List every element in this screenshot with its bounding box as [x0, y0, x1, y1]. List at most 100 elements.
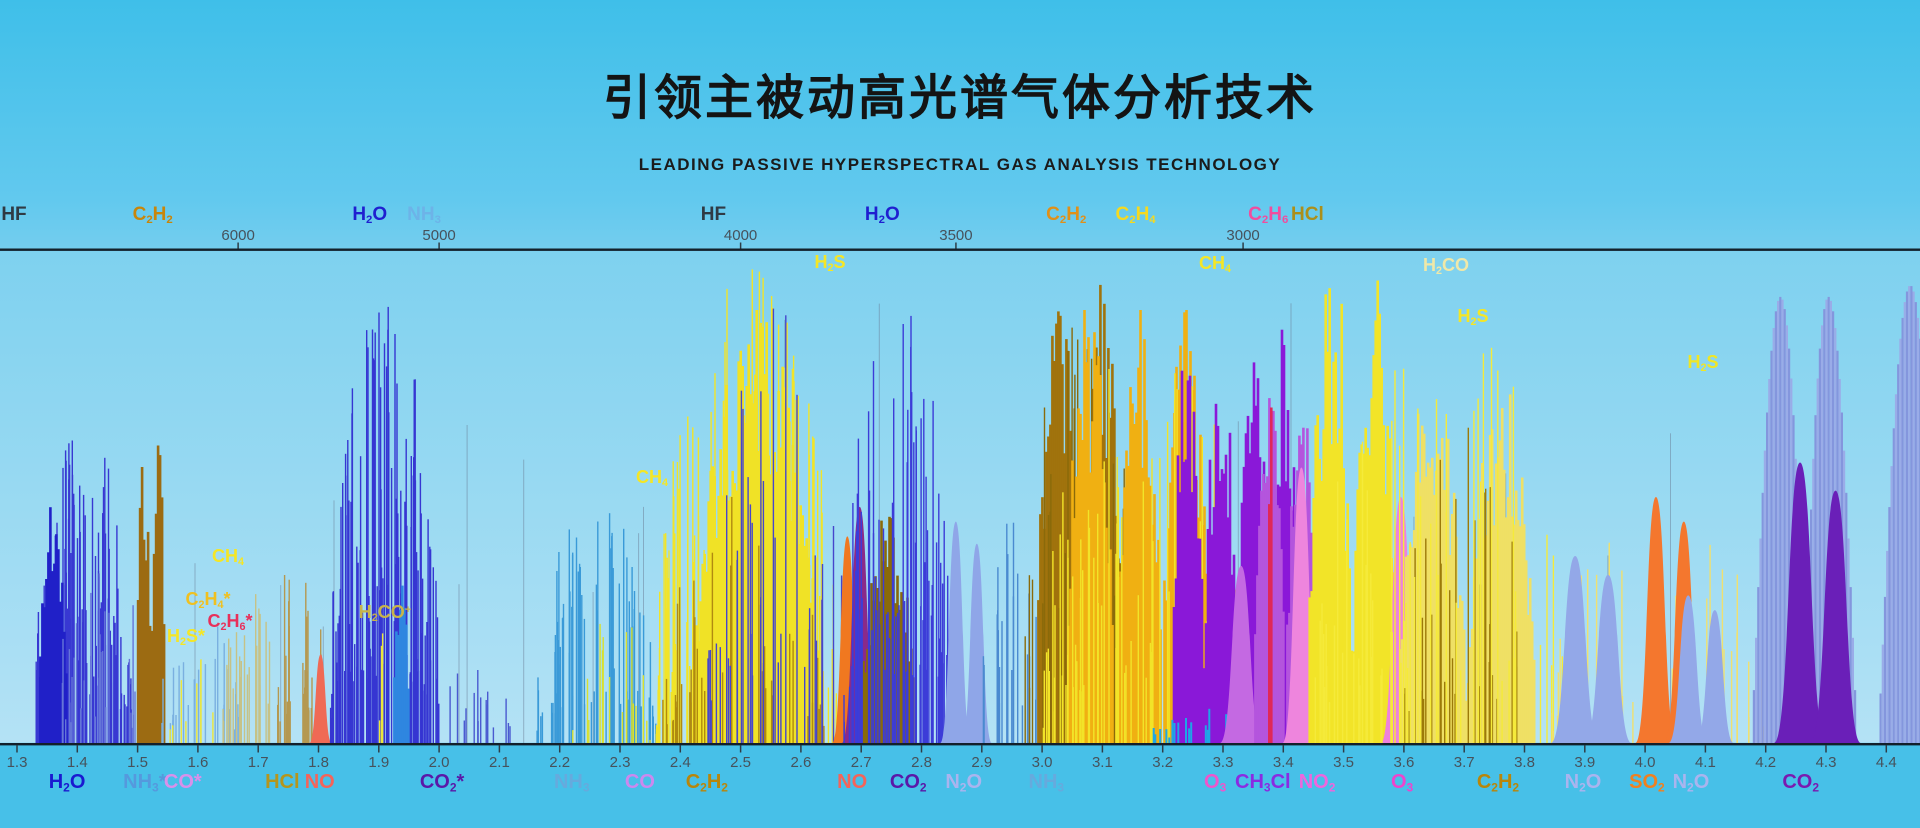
- top-axis-tick-label: 3500: [939, 227, 972, 244]
- gas-label-o3: O3: [1390, 771, 1414, 795]
- top-axis-tick-label: 3000: [1226, 227, 1259, 244]
- bottom-axis-tick-label: 1.8: [308, 754, 329, 771]
- bottom-axis-tick-label: 4.1: [1695, 754, 1716, 771]
- band-misc: [1219, 565, 1263, 743]
- bottom-axis-tick-label: 3.1: [1092, 754, 1113, 771]
- bottom-axis-tick-label: 1.9: [368, 754, 389, 771]
- bottom-axis-tick-label: 2.7: [851, 754, 872, 771]
- gas-label-ch3cl: CH3Cl: [1235, 771, 1291, 795]
- gas-label-h2co: H2CO+: [358, 602, 412, 625]
- bottom-axis-tick-label: 3.2: [1152, 754, 1173, 771]
- band-misc: [572, 623, 651, 743]
- bottom-axis-tick-label: 4.4: [1876, 754, 1897, 771]
- band-scatter: [194, 303, 1797, 743]
- gas-label-c2h4: C2H4: [1115, 204, 1156, 227]
- gas-label-n2o: N2O: [945, 771, 983, 795]
- band-h2o: [61, 573, 161, 743]
- gas-label-nh3: NH3: [1028, 771, 1065, 795]
- gas-label-nh3: NH3: [407, 204, 441, 227]
- axes: 6000 5000 4000 3500 3000 1.3 1.4 1.5 1.6 1.7 1.8 1.…: [0, 227, 1920, 771]
- bottom-axis-tick-label: 1.3: [7, 754, 28, 771]
- gas-label-nh3: NH3: [553, 771, 590, 795]
- gas-label-h2s: H2S: [1687, 352, 1719, 375]
- gas-label-no: NO: [837, 771, 868, 793]
- gas-label-co: CO: [624, 771, 655, 793]
- bottom-axis-tick-label: 2.0: [429, 754, 450, 771]
- bottom-axis-tick-label: 4.2: [1755, 754, 1776, 771]
- gas-label-h2co: H2CO: [1422, 255, 1470, 278]
- top-axis-tick-label: 5000: [422, 227, 455, 244]
- bottom-axis-tick-label: 2.8: [911, 754, 932, 771]
- band-misc: [662, 497, 825, 743]
- gas-label-ch4: CH4: [1198, 253, 1232, 276]
- gas-label-co2: CO2: [889, 771, 927, 795]
- bottom-axis-tick-label: 3.9: [1574, 754, 1595, 771]
- band-n2o: [1668, 595, 1734, 743]
- gas-label-h2s: H2S: [814, 252, 846, 275]
- band-misc: [1314, 347, 1563, 743]
- band-misc: [378, 633, 384, 743]
- gas-label-h2s: H2S: [1457, 306, 1489, 329]
- gas-label-c2h2: C2H2: [1476, 771, 1520, 795]
- bottom-axis-tick-label: 3.3: [1213, 754, 1234, 771]
- gas-label-c2h6: C2H6*: [207, 611, 253, 634]
- gas-label-no: NO: [304, 771, 335, 793]
- band-h2co: [393, 585, 410, 743]
- gas-label-c2h2: C2H2: [685, 771, 728, 795]
- bottom-axis-tick-label: 2.3: [610, 754, 631, 771]
- band-co2: [1773, 462, 1861, 743]
- bottom-axis-tick-label: 4.3: [1816, 754, 1837, 771]
- page-title: 引领主被动高光谱气体分析技术: [602, 72, 1317, 125]
- bottom-axis-tick-label: 3.5: [1333, 754, 1354, 771]
- gas-label-no2: NO2: [1298, 771, 1336, 795]
- bottom-axis-tick-label: 2.2: [549, 754, 570, 771]
- gas-label-h2o: H2O: [48, 771, 86, 795]
- gas-label-c2h6: C2H6: [1248, 204, 1289, 227]
- gas-label-h2s: H2S*: [166, 626, 206, 649]
- gas-label-n2o: N2O: [1672, 771, 1710, 795]
- band-misc: [1268, 407, 1273, 743]
- page-subtitle: LEADING PASSIVE HYPERSPECTRAL GAS ANALYS…: [638, 155, 1282, 174]
- bottom-axis-tick-label: 4.0: [1635, 754, 1656, 771]
- bottom-axis-tick-label: 1.5: [127, 754, 148, 771]
- gas-label-hf: HF: [1, 204, 27, 225]
- bottom-axis-tick-label: 2.9: [971, 754, 992, 771]
- bottom-axis-tick-label: 2.5: [730, 754, 751, 771]
- bottom-axis-tick-label: 3.7: [1454, 754, 1475, 771]
- band-co: [169, 659, 214, 743]
- gas-label-h2o: H2O: [352, 204, 388, 227]
- gas-label-hf: HF: [700, 204, 727, 225]
- bottom-axis-tick-label: 1.4: [67, 754, 88, 771]
- band-n2o: [1550, 556, 1632, 743]
- bottom-axis-tick-label: 2.4: [670, 754, 691, 771]
- gas-label-c2h2: C2H2: [132, 204, 173, 227]
- gas-label-co2: CO2: [1782, 771, 1820, 795]
- band-c2h2: [136, 445, 166, 743]
- gas-label-o3: O3: [1204, 771, 1227, 795]
- bottom-axis-tick-label: 3.6: [1393, 754, 1414, 771]
- gas-label-ch4: CH4: [635, 467, 669, 490]
- bottom-axis-tick-label: 1.6: [187, 754, 208, 771]
- gas-label-co2: CO2*: [419, 771, 465, 795]
- gas-label-nh3: NH3*: [123, 771, 167, 795]
- gas-label-c2h4: C2H4*: [185, 589, 231, 612]
- band-misc: [1879, 286, 1920, 743]
- band-no: [309, 654, 332, 743]
- band-h2o: [329, 306, 440, 743]
- gas-label-co: CO*: [163, 771, 202, 793]
- gas-label-n2o: N2O: [1564, 771, 1602, 795]
- gas-label-c2h2: C2H2: [1046, 204, 1087, 227]
- band-co2: [449, 670, 511, 743]
- gas-label-so2: SO2: [1629, 771, 1665, 795]
- top-axis-tick-label: 6000: [221, 227, 254, 244]
- gas-label-hcl: HCl: [265, 771, 300, 793]
- gas-label-ch4: CH4: [211, 546, 245, 569]
- bottom-axis-tick-label: 3.4: [1273, 754, 1294, 771]
- bottom-axis-tick-label: 2.6: [790, 754, 811, 771]
- bottom-axis-tick-label: 3.8: [1514, 754, 1535, 771]
- bottom-axis-tick-label: 1.7: [248, 754, 269, 771]
- gas-label-hcl: HCl: [1291, 204, 1324, 225]
- top-axis-tick-label: 4000: [724, 227, 757, 244]
